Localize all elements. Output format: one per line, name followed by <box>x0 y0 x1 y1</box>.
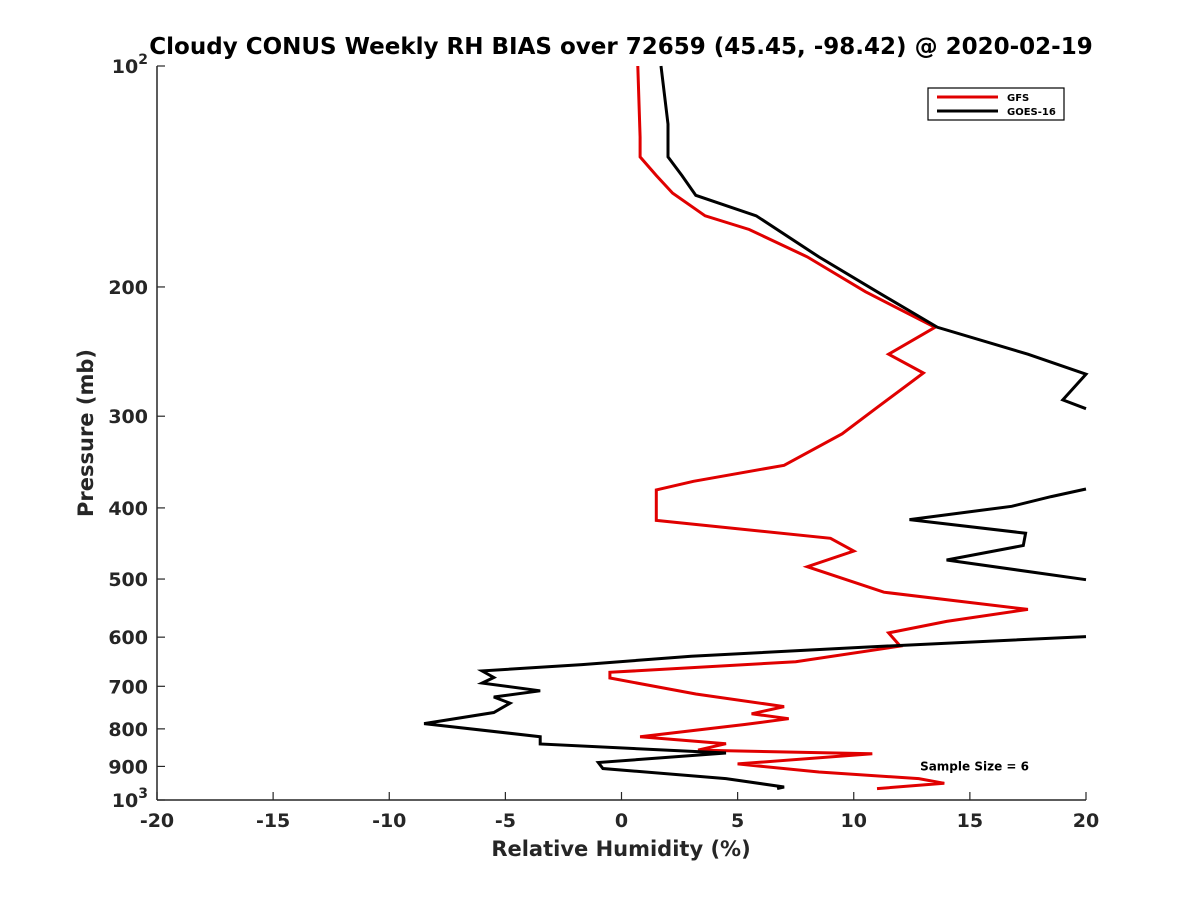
axes: -20 -15 -10 -5 0 5 10 15 20 102 200 300 400 500 600 700… <box>108 52 1099 832</box>
legend-label-gfs: GFS <box>1007 93 1029 104</box>
legend: GFS GOES-16 <box>927 87 1065 121</box>
x-tick-label: -10 <box>372 810 406 832</box>
y-tick-label: 400 <box>108 498 148 520</box>
series-line-goes-16 <box>423 635 1087 791</box>
x-tick-label: 0 <box>615 810 628 832</box>
legend-label-goes-16: GOES-16 <box>1007 107 1056 118</box>
x-tick-label: 20 <box>1073 810 1099 832</box>
x-axis-label: Relative Humidity (%) <box>491 837 750 861</box>
y-tick-label: 500 <box>108 569 148 591</box>
y-tick-label: 600 <box>108 627 148 649</box>
series-line-gfs <box>608 65 1029 791</box>
y-axis-label: Pressure (mb) <box>74 349 98 517</box>
y-tick-label: 300 <box>108 406 148 428</box>
x-tick-label: 5 <box>731 810 744 832</box>
annotation-layer: Sample Size = 6 <box>920 759 1029 773</box>
x-tick-label: -5 <box>495 810 516 832</box>
x-tick-label: 10 <box>841 810 867 832</box>
y-tick-label: 900 <box>108 756 148 778</box>
series-line-goes-16 <box>909 487 1087 582</box>
x-tick-label: 15 <box>957 810 983 832</box>
y-tick-label: 102 <box>112 52 148 78</box>
y-tick-label: 103 <box>112 786 148 812</box>
chart-title: Cloudy CONUS Weekly RH BIAS over 72659 (… <box>149 34 1092 60</box>
x-tick-label: -15 <box>256 810 290 832</box>
sample-size-annotation: Sample Size = 6 <box>920 759 1029 773</box>
legend-box <box>927 87 1065 121</box>
x-tick-label: -20 <box>140 810 174 832</box>
y-tick-label: 800 <box>108 719 148 741</box>
series-layer <box>423 65 1089 791</box>
y-tick-label: 700 <box>108 676 148 698</box>
y-tick-label: 200 <box>108 277 148 299</box>
series-line-goes-16 <box>659 65 1089 411</box>
